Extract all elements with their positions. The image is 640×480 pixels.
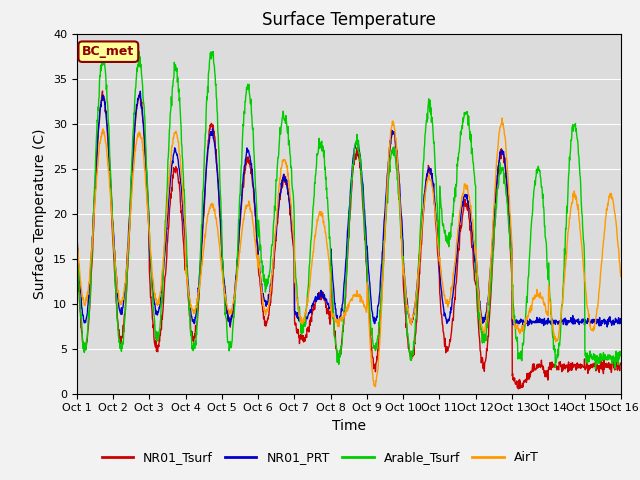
Arable_Tsurf [553, 356, 561, 362]
AirT [255, 256, 262, 262]
Y-axis label: Surface Temperature (C): Surface Temperature (C) [33, 128, 47, 299]
NR01_PRT [181, 234, 189, 240]
NR01_PRT [195, 285, 202, 291]
Arable_Tsurf [73, 222, 81, 228]
NR01_Tsurf [505, 211, 513, 216]
AirT [194, 295, 202, 301]
Arable_Tsurf [135, 48, 143, 54]
Line: AirT: AirT [77, 118, 621, 386]
NR01_Tsurf [99, 88, 106, 94]
Arable_Tsurf [195, 300, 202, 306]
NR01_Tsurf [195, 307, 202, 312]
NR01_Tsurf [181, 262, 189, 268]
Title: Surface Temperature: Surface Temperature [262, 11, 436, 29]
AirT [553, 337, 561, 343]
AirT [617, 274, 625, 279]
NR01_PRT [136, 88, 144, 94]
NR01_Tsurf [617, 361, 625, 367]
Line: NR01_Tsurf: NR01_Tsurf [77, 91, 621, 389]
Arable_Tsurf [434, 205, 442, 211]
Line: Arable_Tsurf: Arable_Tsurf [77, 51, 621, 369]
NR01_PRT [73, 228, 81, 234]
Arable_Tsurf [255, 224, 263, 229]
NR01_PRT [617, 320, 625, 325]
AirT [499, 115, 506, 121]
Line: NR01_PRT: NR01_PRT [77, 91, 621, 327]
NR01_Tsurf [434, 248, 442, 253]
NR01_PRT [434, 227, 442, 233]
AirT [372, 384, 380, 389]
Arable_Tsurf [181, 212, 189, 218]
NR01_Tsurf [553, 367, 561, 373]
AirT [73, 231, 81, 237]
AirT [434, 236, 442, 242]
Arable_Tsurf [617, 349, 625, 355]
NR01_PRT [604, 324, 611, 330]
Legend: NR01_Tsurf, NR01_PRT, Arable_Tsurf, AirT: NR01_Tsurf, NR01_PRT, Arable_Tsurf, AirT [97, 446, 543, 469]
NR01_PRT [505, 198, 513, 204]
NR01_PRT [255, 261, 263, 266]
Text: BC_met: BC_met [82, 45, 134, 58]
NR01_PRT [553, 319, 561, 324]
NR01_Tsurf [73, 239, 81, 245]
NR01_Tsurf [515, 386, 522, 392]
AirT [180, 216, 188, 222]
Arable_Tsurf [505, 221, 513, 227]
NR01_Tsurf [255, 273, 263, 279]
AirT [505, 192, 513, 197]
X-axis label: Time: Time [332, 419, 366, 433]
Arable_Tsurf [591, 366, 599, 372]
